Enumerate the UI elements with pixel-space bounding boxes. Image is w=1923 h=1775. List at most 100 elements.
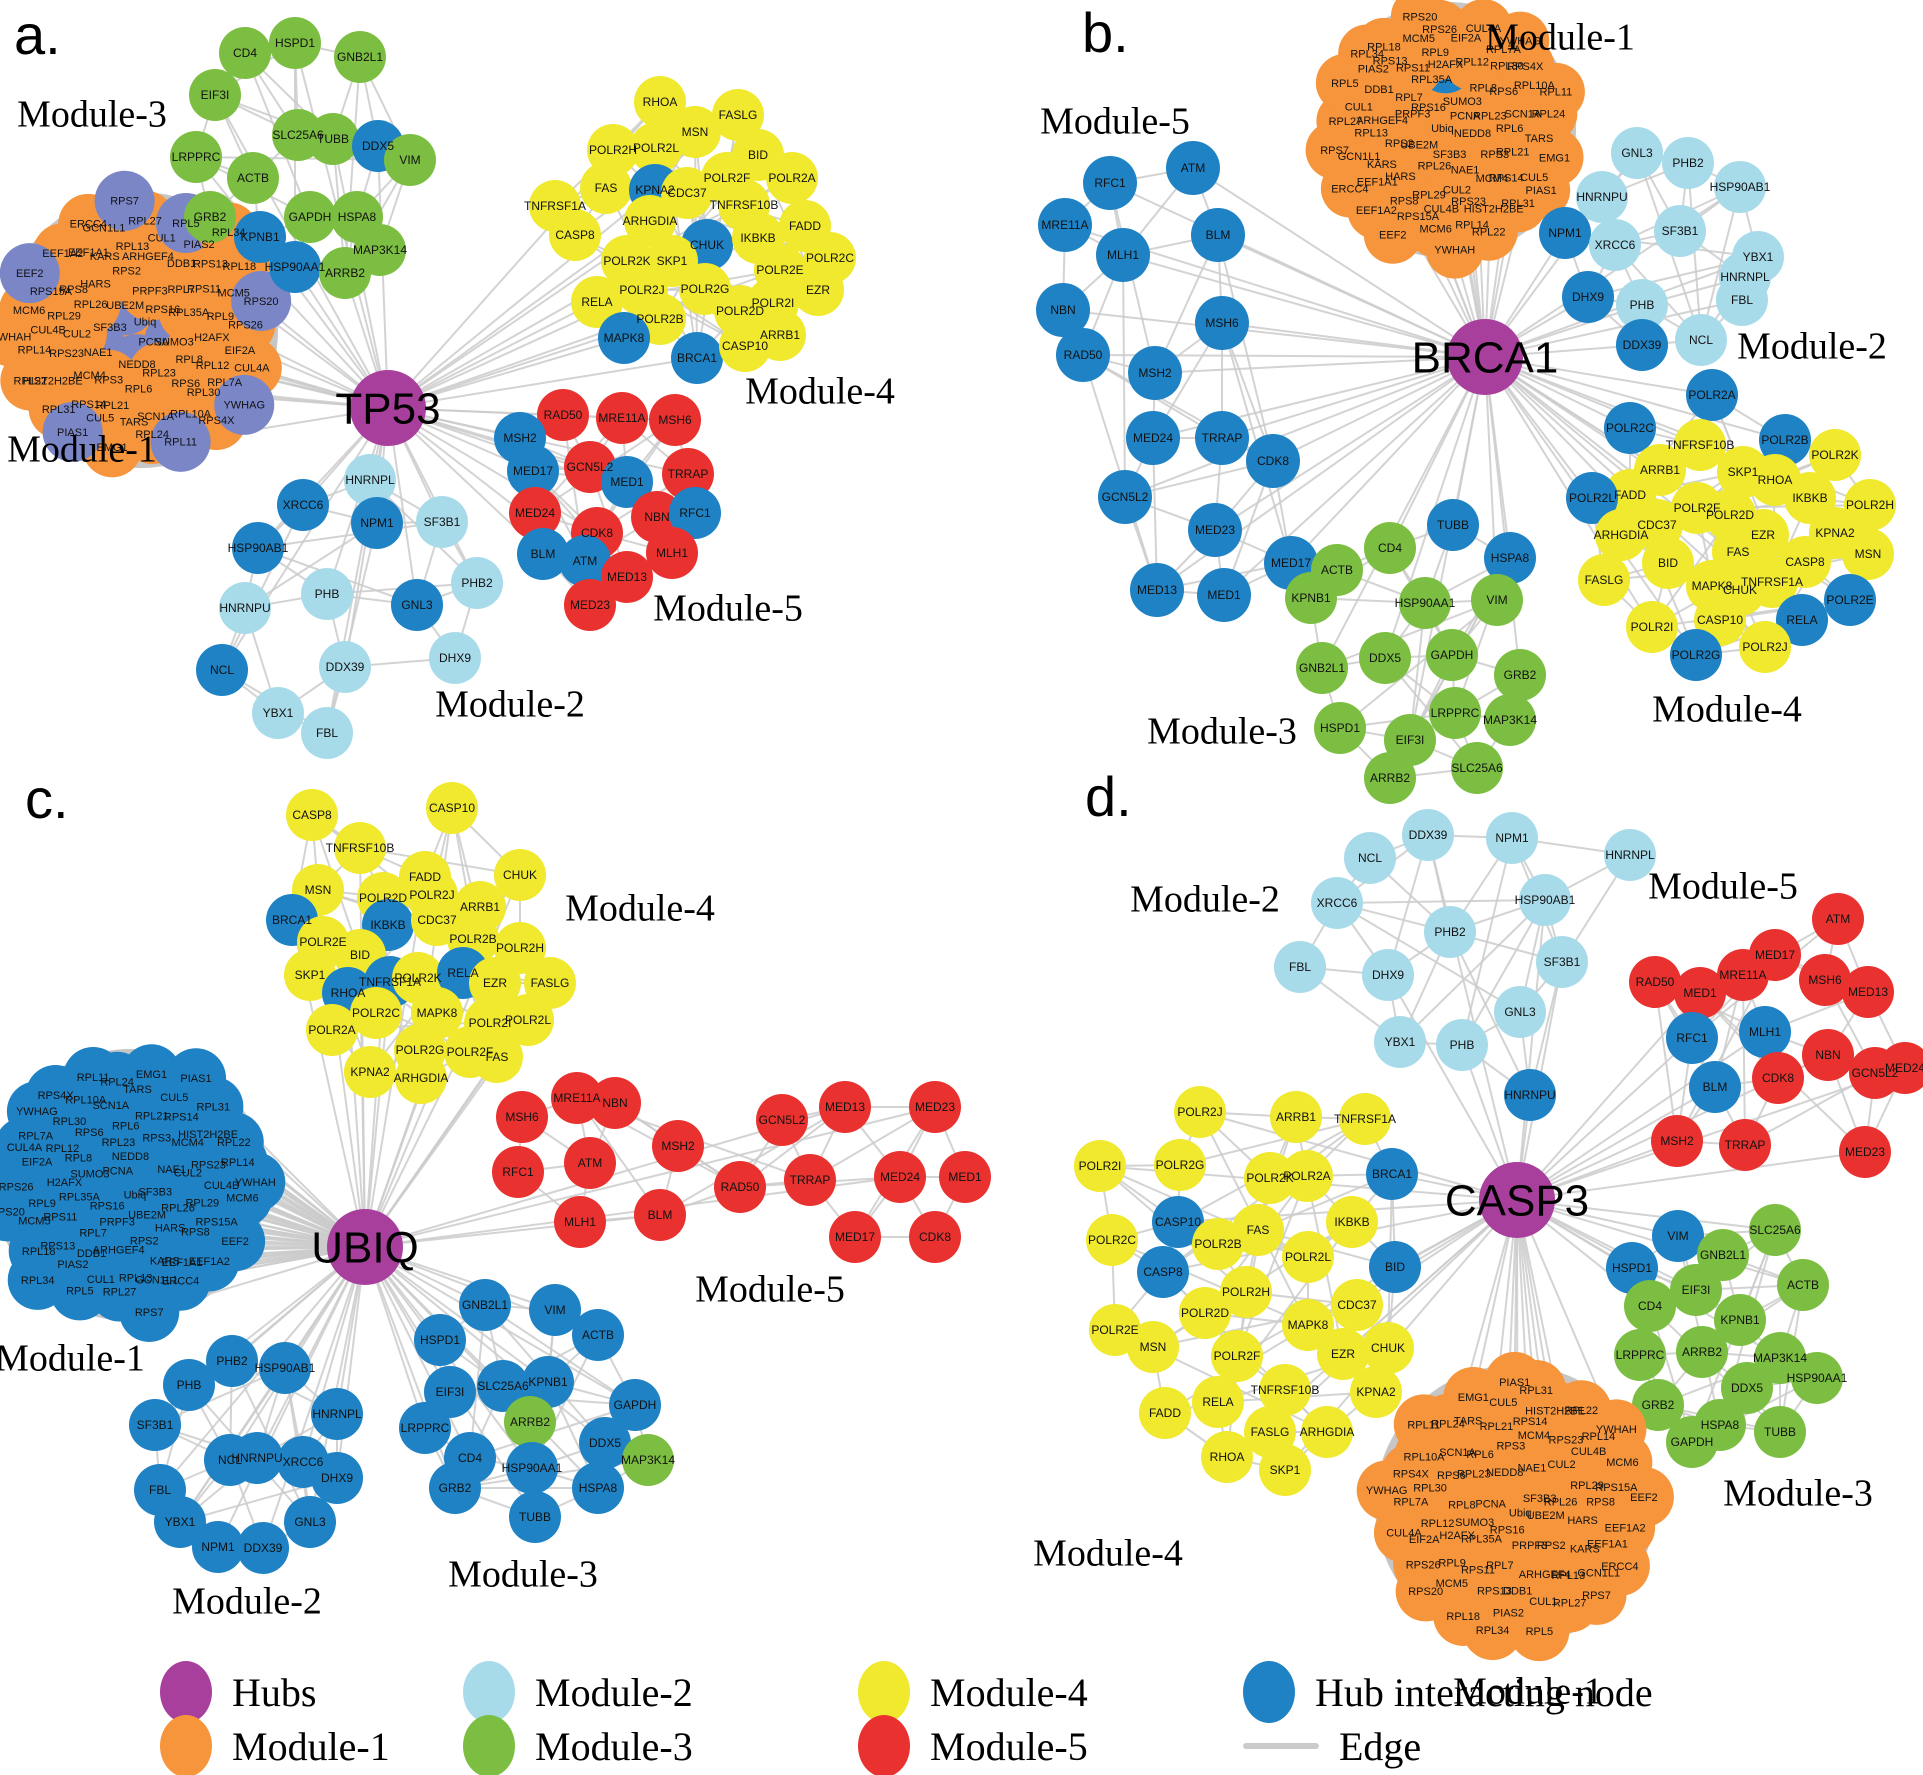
node-label: RPL34	[1350, 48, 1384, 60]
node-MED13	[819, 1081, 871, 1133]
node-label: NCL	[1358, 851, 1382, 865]
node-label: POLR2I	[469, 1016, 512, 1030]
node-MED23	[1839, 1126, 1891, 1178]
node-RPS20	[0, 1181, 38, 1242]
node-label: DHX9	[439, 651, 471, 665]
node-MRE11A	[1038, 198, 1092, 252]
node-label: IKBKB	[1334, 1215, 1369, 1229]
node-label: PIAS1	[1499, 1377, 1530, 1389]
node-label: POLR2L	[505, 1013, 551, 1027]
node-label: NPM1	[201, 1540, 235, 1554]
node-label: MED23	[1845, 1145, 1885, 1159]
node-label: CUL4A	[1466, 23, 1502, 35]
node-FASLG	[1578, 554, 1630, 606]
node-TNFRSF1A	[1339, 1093, 1391, 1145]
node-label: YWHAG	[223, 400, 265, 412]
node-TUBB	[307, 113, 359, 165]
node-label: EMG1	[97, 442, 128, 454]
node-label: ERCC4	[1601, 1561, 1638, 1573]
node-HNRNPU	[1504, 1069, 1556, 1121]
node-label: CASP8	[555, 228, 595, 242]
node-label: HARS	[155, 1222, 186, 1234]
node-CASP10	[1152, 1196, 1204, 1248]
panel-c: CASP8 CASP10 TNFRSF10B MSN FADD POLR2J CHUK ARR…	[0, 782, 991, 1622]
node-label: RPS2	[1537, 1540, 1566, 1552]
module-label-module-1: Module-1	[0, 1337, 145, 1379]
node-VIM	[384, 134, 436, 186]
node-label: ARHGEF4	[93, 1245, 145, 1257]
node-YWHAH	[0, 306, 41, 367]
node-label: CDC37	[1337, 1298, 1377, 1312]
node-TRRAP	[662, 448, 714, 500]
node-label: EZR	[806, 283, 830, 297]
node-NBN	[1036, 283, 1090, 337]
node-label: RFC1	[679, 506, 711, 520]
node-label: RPS23	[1451, 196, 1486, 208]
node-label: YBX1	[165, 1515, 196, 1529]
node-label: PCNA	[138, 336, 169, 348]
node-ATM	[1812, 893, 1864, 945]
node-label: RPS3	[94, 375, 123, 387]
node-label: RPS7	[110, 196, 139, 208]
node-label: MCM4	[1518, 1430, 1550, 1442]
node-label: CUL4B	[204, 1180, 239, 1192]
node-YWHAG	[1356, 1460, 1417, 1521]
node-label: MSH6	[1808, 973, 1842, 987]
node-label: RPS15A	[30, 286, 73, 298]
node-label: RPL13	[119, 1272, 153, 1284]
node-label: RPL11	[77, 1072, 110, 1084]
node-label: POLR2C	[806, 251, 854, 265]
node-POLR2C	[350, 987, 402, 1039]
node-label: GNB2L1	[462, 1298, 508, 1312]
node-label: SUMO3	[70, 1169, 109, 1181]
node-VIM	[1652, 1210, 1704, 1262]
node-FADD	[1139, 1387, 1191, 1439]
node-label: KARS	[150, 1255, 180, 1267]
node-SLC25A6	[1451, 742, 1503, 794]
labels-layer: CASP8 CASP10 TNFRSF10B MSN FADD POLR2J CHUK ARR…	[0, 801, 982, 1622]
node-label: Ubiq	[1509, 1508, 1532, 1520]
node-label: PIAS2	[1493, 1608, 1524, 1620]
node-label: TNFRSF10B	[710, 198, 779, 212]
node-MSH2	[1651, 1115, 1703, 1167]
node-KPNB1	[1714, 1294, 1766, 1346]
node-label: MED24	[1133, 431, 1173, 445]
node-label: DHX9	[1572, 290, 1604, 304]
hub-CASP3	[1479, 1162, 1555, 1238]
node-label: MSH6	[505, 1110, 539, 1124]
node-label: CD4	[233, 46, 257, 60]
node-label: RPS7	[1582, 1590, 1611, 1602]
node-CASP8	[1137, 1246, 1189, 1298]
node-label: RPS2	[112, 266, 141, 278]
node-label: MCM4	[73, 370, 105, 382]
node-label: TUBB	[317, 132, 349, 146]
node-label: RPL10A	[1404, 1451, 1446, 1463]
node-ACTB	[227, 152, 279, 204]
node-label: EMG1	[136, 1069, 167, 1081]
node-KPNB1	[234, 211, 286, 263]
node-CASP8	[549, 209, 601, 261]
node-EMG1	[121, 1044, 182, 1105]
node-label: RPS8	[1390, 196, 1419, 208]
node-label: CHUK	[690, 238, 724, 252]
node-label: RAD50	[721, 1180, 760, 1194]
node-label: CUL1	[87, 1274, 115, 1286]
node-label: POLR2E	[299, 935, 346, 949]
node-POLR2I	[1626, 601, 1678, 653]
node-label: MED24	[880, 1170, 920, 1184]
node-label: ERCC4	[1331, 183, 1368, 195]
node-label: CUL2	[1548, 1459, 1576, 1471]
node-label: FBL	[316, 726, 338, 740]
node-HSPA8	[1484, 532, 1536, 584]
node-RPL34	[1462, 1600, 1523, 1661]
node-label: BLM	[1206, 228, 1231, 242]
node-label: CUL5	[86, 412, 114, 424]
node-label: MED17	[1755, 948, 1795, 962]
node-label: ARRB1	[1640, 463, 1680, 477]
node-POLR2L	[502, 994, 554, 1046]
module-label-module-2: Module-2	[1130, 878, 1280, 920]
node-label: RPL24	[135, 429, 169, 441]
node-label: YBX1	[1743, 250, 1774, 264]
node-label: RPL26	[1544, 1496, 1578, 1508]
node-MED24	[874, 1151, 926, 1203]
